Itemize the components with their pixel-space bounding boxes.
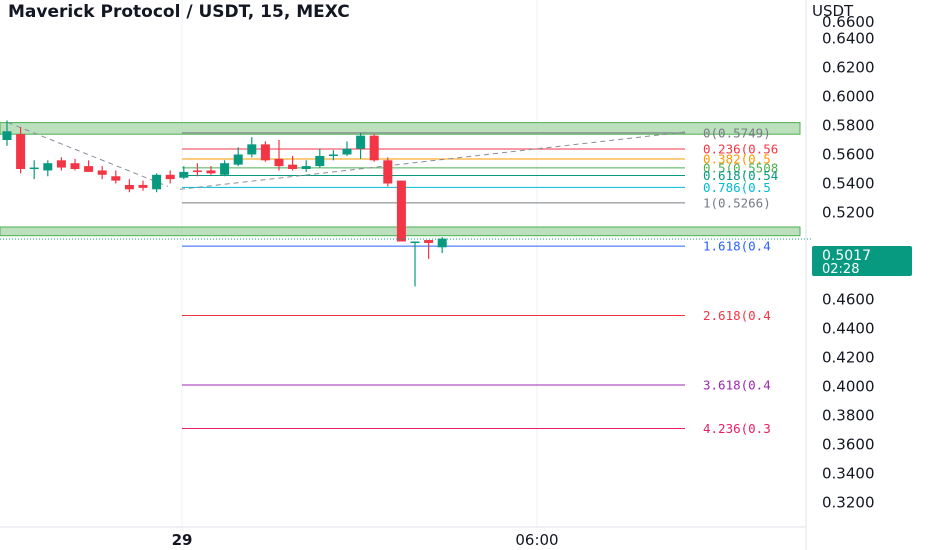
fib-label: 0.618(0.54 — [703, 168, 778, 183]
candle-body — [342, 148, 352, 155]
candle-body — [396, 180, 406, 242]
price-tick-label: 0.3200 — [822, 494, 875, 512]
candle-body — [369, 135, 379, 161]
price-tick-label: 0.4000 — [822, 378, 875, 396]
candle-body — [84, 166, 94, 172]
candle-body — [328, 154, 338, 156]
price-tick-label: 0.5400 — [822, 175, 875, 193]
price-tick-label: 0.5800 — [822, 117, 875, 135]
candle-body — [16, 134, 26, 169]
time-tick-label: 06:00 — [515, 531, 558, 549]
candle-body — [301, 166, 311, 169]
candle-body — [56, 160, 66, 168]
candle-body — [424, 240, 434, 243]
fib-label: 4.236(0.3 — [703, 421, 771, 436]
candle-body — [70, 163, 80, 169]
candle-body — [437, 238, 447, 248]
fib-label: 0.5(0.5508 — [703, 160, 778, 175]
candle-body — [124, 184, 134, 190]
chart-title: Maverick Protocol / USDT, 15, MEXC — [8, 2, 350, 22]
last-price-value: 0.5017 — [822, 248, 871, 264]
candle-body — [410, 241, 420, 243]
trend-lines — [7, 122, 686, 190]
grid-lines — [181, 0, 538, 527]
candle-body — [192, 170, 202, 172]
candle-body — [152, 174, 162, 190]
price-tick-label: 0.5200 — [822, 204, 875, 222]
fib-label: 1(0.5266) — [703, 195, 771, 210]
fib-label: 1.618(0.4 — [703, 239, 771, 254]
candle-body — [2, 131, 12, 140]
fibonacci-levels: 0(0.5749)0.236(0.560.382(0.50.5(0.55080.… — [182, 125, 778, 436]
price-tick-label: 0.4600 — [822, 291, 875, 309]
time-tick-label: 29 — [172, 531, 193, 549]
fib-label: 0.382(0.5 — [703, 151, 771, 166]
candle-body — [43, 163, 53, 171]
time-axis[interactable]: 29 06:00 — [0, 526, 806, 549]
candle-body — [179, 171, 189, 178]
candle-body — [29, 167, 39, 170]
last-price-tag-bg — [812, 246, 912, 276]
price-tick-label: 0.4400 — [822, 320, 875, 338]
fib-label: 0(0.5749) — [703, 125, 771, 140]
candle-body — [206, 170, 216, 174]
last-price-tag: 0.5017 02:28 — [812, 246, 912, 277]
candle-body — [288, 164, 298, 169]
price-tick-label: 0.6600 — [822, 13, 875, 31]
price-tick-label: 0.6400 — [822, 30, 875, 48]
candle-body — [260, 144, 270, 161]
fib-label: 0.786(0.5 — [703, 180, 771, 195]
candle-countdown: 02:28 — [822, 262, 859, 277]
trend-line-up — [179, 131, 686, 190]
trend-line-down — [7, 122, 169, 187]
candle-body — [383, 160, 393, 184]
candle-body — [220, 163, 230, 175]
candle-body — [165, 174, 175, 180]
price-tick-label: 0.6200 — [822, 59, 875, 77]
price-tick-label: 0.3400 — [822, 465, 875, 483]
fib-label: 2.618(0.4 — [703, 308, 771, 323]
price-tick-label: 0.5600 — [822, 146, 875, 164]
candle-body — [111, 176, 121, 181]
candle-body — [274, 158, 284, 167]
candle-body — [138, 184, 148, 188]
candle-body — [356, 135, 366, 149]
price-tick-label: 0.6000 — [822, 88, 875, 106]
candle-body — [233, 154, 243, 165]
price-tick-label: 0.3800 — [822, 407, 875, 425]
candle-body — [97, 170, 107, 175]
candle-body — [247, 144, 257, 155]
price-tick-label: 0.3600 — [822, 436, 875, 454]
zone-rect — [0, 122, 801, 135]
fib-label: 3.618(0.4 — [703, 378, 771, 393]
price-tick-label: 0.4200 — [822, 349, 875, 367]
fib-label: 0.236(0.56 — [703, 141, 778, 156]
candle-body — [315, 155, 325, 167]
candles — [0, 120, 812, 287]
currency-label[interactable]: USDT — [812, 2, 854, 20]
